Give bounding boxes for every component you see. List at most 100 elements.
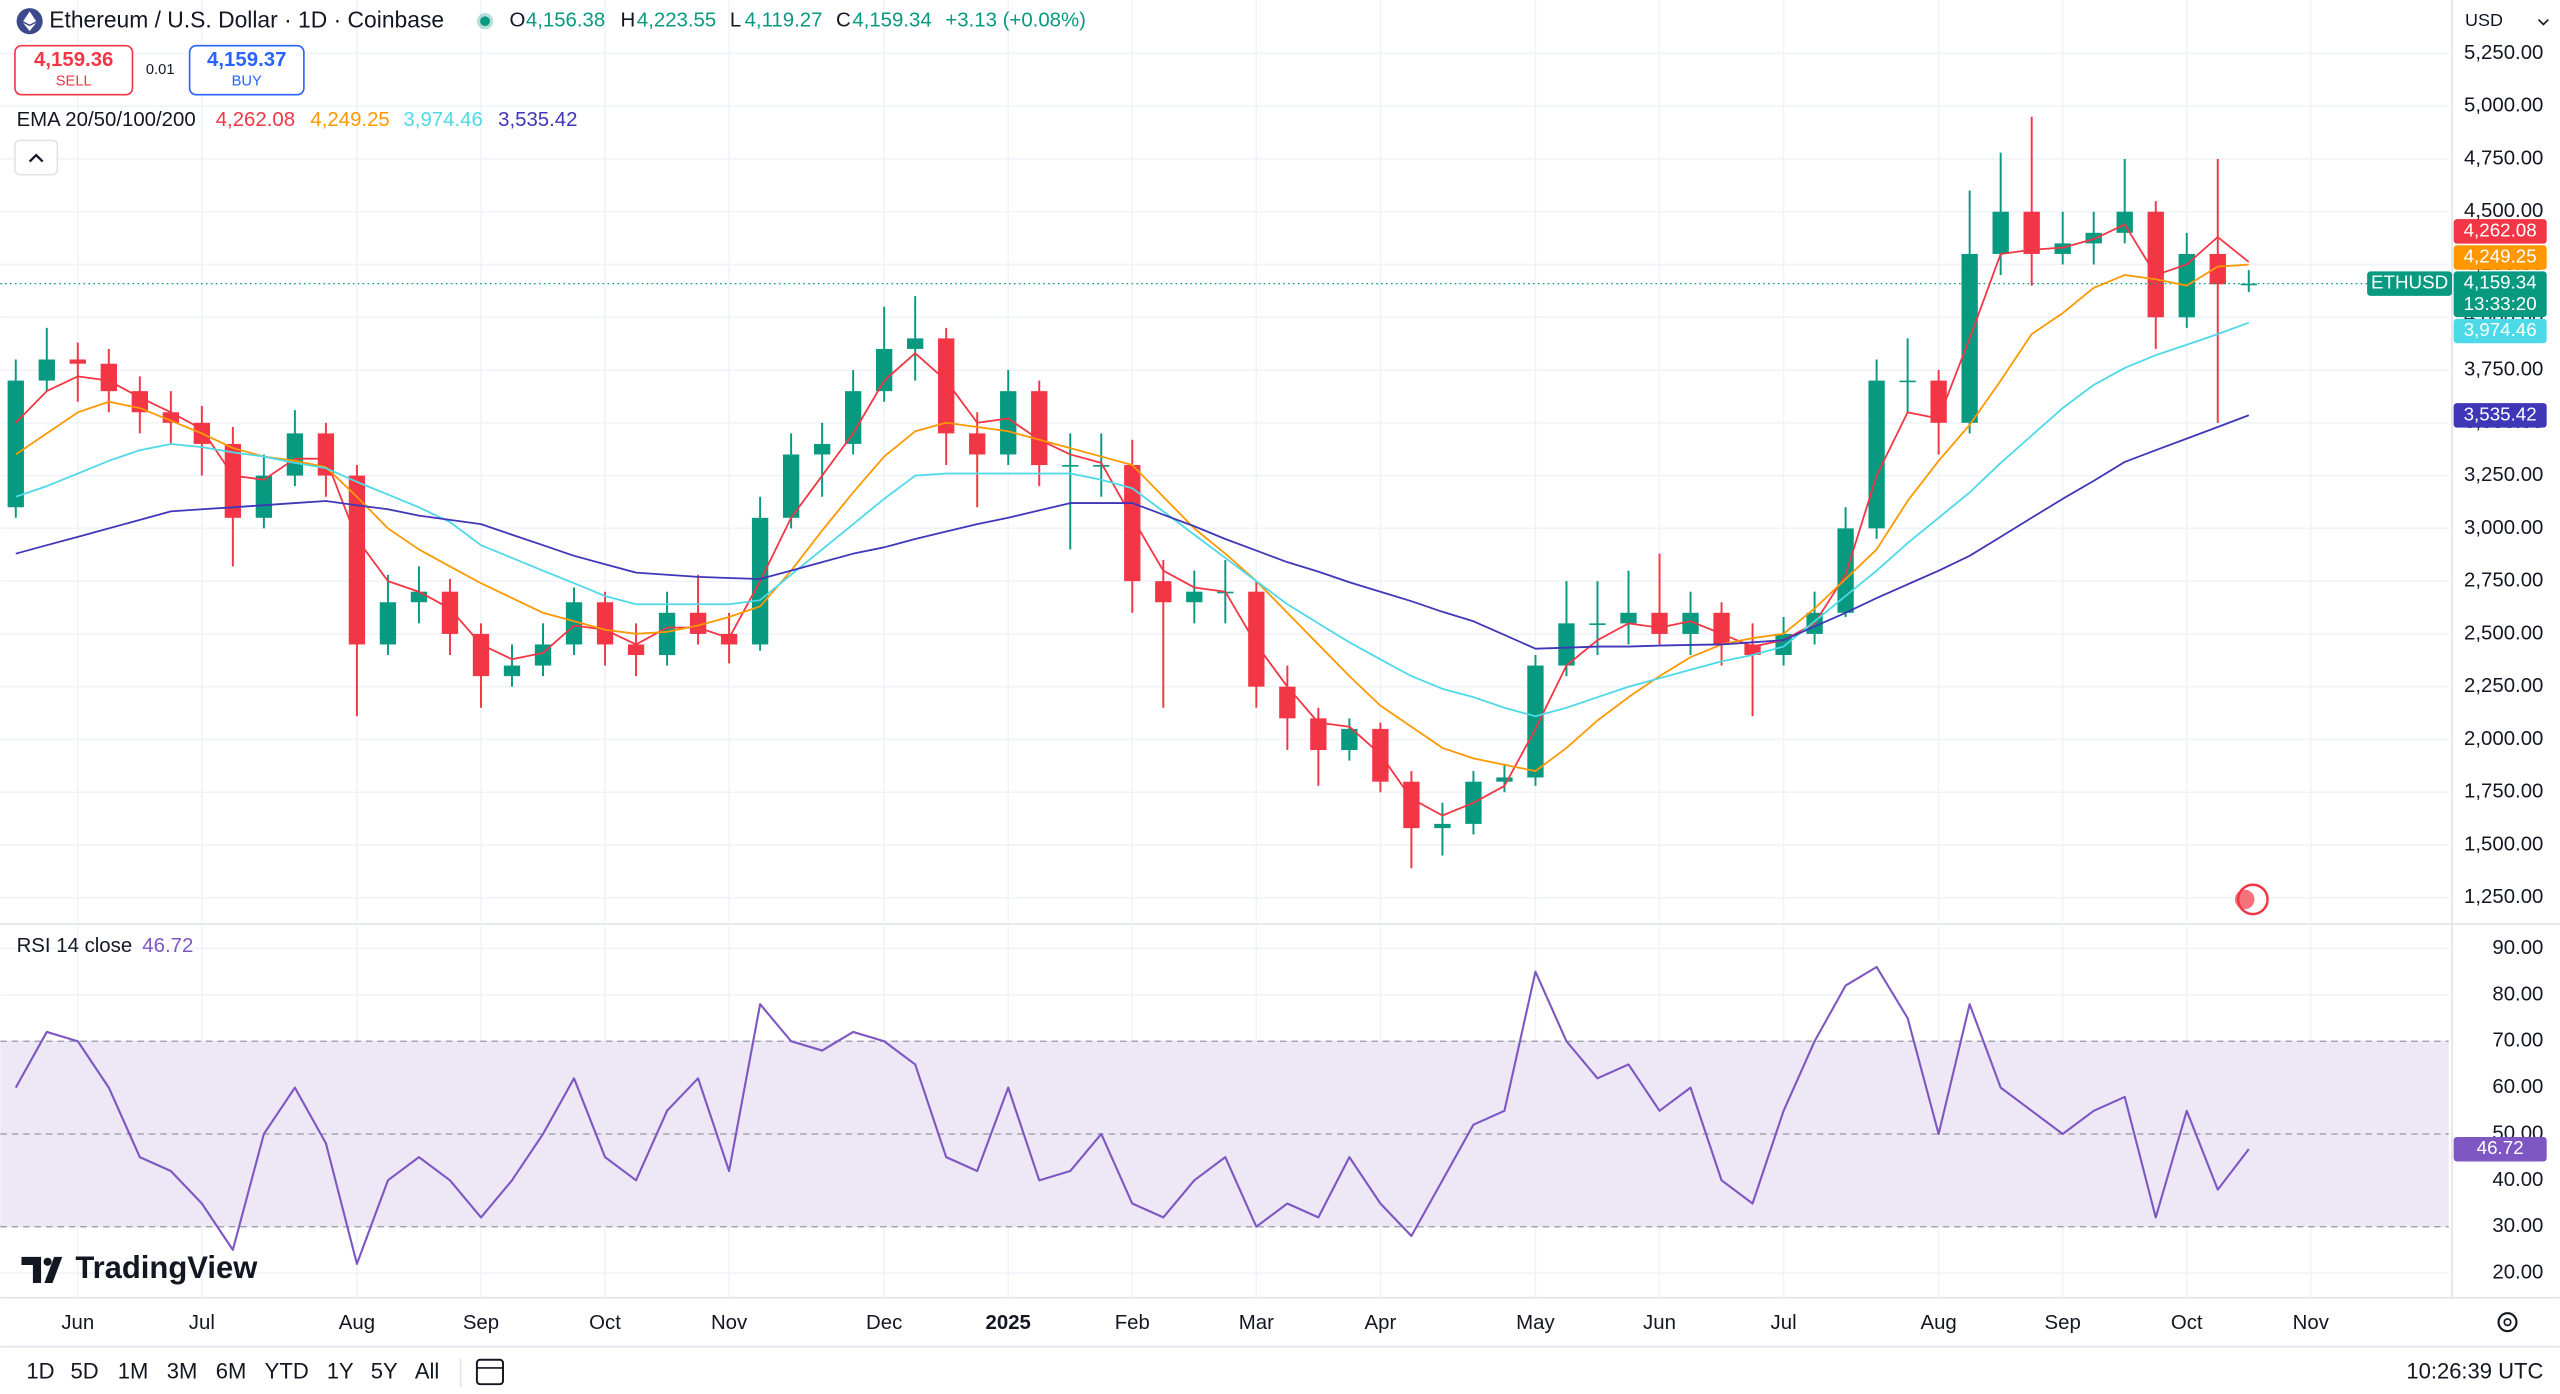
- y-tick-label: 4,500.00: [2464, 200, 2543, 222]
- candle-body: [1744, 644, 1761, 656]
- candle-body: [1434, 823, 1451, 829]
- background-layer: [0, 0, 2449, 1298]
- chevron-down: [2537, 19, 2549, 26]
- range-button[interactable]: 5D: [70, 1359, 98, 1384]
- candle-body: [317, 433, 335, 476]
- range-button[interactable]: 1D: [26, 1359, 54, 1384]
- candle-body: [2116, 211, 2133, 233]
- y-tick-label: 5,000.00: [2464, 95, 2543, 117]
- y-tick-label: 20.00: [2492, 1262, 2543, 1284]
- collapse-button[interactable]: [14, 139, 59, 176]
- candle-body: [2209, 253, 2226, 285]
- price-tag: [2453, 219, 2547, 244]
- chevron-up: [28, 153, 44, 163]
- candle-body: [1620, 612, 1637, 624]
- price-tag-text: 4,159.34: [2464, 272, 2537, 293]
- candle-body: [1186, 591, 1203, 603]
- candle-body: [1682, 612, 1699, 634]
- range-button[interactable]: YTD: [265, 1359, 309, 1384]
- candle-body: [2240, 283, 2257, 286]
- range-button[interactable]: 1M: [118, 1359, 149, 1384]
- range-button[interactable]: All: [415, 1359, 439, 1384]
- x-tick-label: Jun: [1643, 1312, 1676, 1334]
- ema-line: [15, 414, 2250, 650]
- candle-body: [1124, 465, 1141, 582]
- ohlc-value: 4,223.55: [637, 10, 716, 32]
- y-tick-label: 1,750.00: [2464, 781, 2543, 803]
- candle-body: [2054, 243, 2071, 254]
- candle-body: [1279, 686, 1296, 719]
- range-button[interactable]: 5Y: [371, 1359, 398, 1384]
- candle-body: [1713, 612, 1730, 645]
- candle-body: [907, 338, 924, 349]
- x-tick-label: Sep: [2045, 1312, 2081, 1334]
- buy-button[interactable]: [188, 44, 305, 96]
- price-tag: [2453, 245, 2547, 270]
- candle-body: [1589, 623, 1606, 625]
- logo-mark: [21, 1256, 63, 1284]
- candle-body: [1310, 718, 1327, 751]
- x-tick-label: Nov: [711, 1312, 748, 1334]
- candle-body: [1899, 380, 1916, 383]
- candle-body: [472, 633, 490, 677]
- ohlc-value: 4,159.34: [852, 10, 931, 32]
- candle-body: [658, 612, 676, 656]
- sell-price: 4,159.36: [34, 49, 113, 71]
- indicator-value: 4,249.25: [310, 109, 389, 131]
- market-status-dot: [480, 16, 490, 27]
- x-tick-label: Aug: [1920, 1312, 1956, 1334]
- candle-body: [38, 359, 55, 381]
- candle-body: [720, 633, 738, 645]
- change: +3.13 (+0.08%): [945, 10, 1086, 32]
- candle-body: [565, 602, 583, 645]
- range-button[interactable]: 1Y: [327, 1359, 354, 1384]
- symbol-title[interactable]: Ethereum / U.S. Dollar · 1D · Coinbase: [49, 6, 444, 32]
- candle-body: [1000, 391, 1017, 455]
- price-tag: [2453, 403, 2547, 428]
- candle-body: [1651, 612, 1668, 634]
- ohlc-label: H: [621, 10, 636, 32]
- settings-icon-core: [2503, 1318, 2512, 1327]
- candle-body: [627, 644, 645, 656]
- buy-price: 4,159.37: [207, 49, 286, 71]
- ohlc-value: 4,119.27: [745, 10, 823, 32]
- y-tick-label: 1,500.00: [2464, 833, 2543, 855]
- price-tag: [2453, 1136, 2547, 1162]
- price-tag-text: 3,535.42: [2464, 403, 2537, 424]
- currency[interactable]: USD: [2465, 10, 2503, 30]
- x-tick-label: Jul: [189, 1312, 215, 1334]
- price-tag-text: 4,249.25: [2464, 245, 2537, 266]
- x-tick-label: Apr: [1365, 1312, 1397, 1334]
- date-range-icon[interactable]: [475, 1358, 504, 1386]
- x-tick-label: Jul: [1771, 1312, 1797, 1334]
- ema-line: [15, 321, 2250, 718]
- ohlc-value: 4,156.38: [526, 10, 605, 32]
- candle-body: [2023, 211, 2040, 254]
- buy-label: BUY: [232, 73, 262, 89]
- indicator-title[interactable]: EMA 20/50/100/200: [17, 109, 196, 131]
- y-tick-label: 2,000.00: [2464, 728, 2543, 750]
- candle-body: [1341, 728, 1358, 751]
- ticker-tag-text: ETHUSD: [2371, 272, 2448, 293]
- y-tick-label: 3,750.00: [2464, 358, 2543, 380]
- countdown: 13:33:20: [2464, 293, 2537, 314]
- settings-icon[interactable]: [2497, 1312, 2518, 1333]
- x-tick-label: Jun: [61, 1312, 94, 1334]
- spread: 0.01: [146, 62, 175, 78]
- candle-body: [69, 359, 86, 364]
- y-tick-label: 70.00: [2492, 1030, 2543, 1052]
- candle-body: [162, 412, 180, 423]
- x-tick-label: Feb: [1115, 1312, 1150, 1334]
- candle-body: [876, 348, 893, 392]
- indicator-value: 4,262.08: [216, 109, 295, 131]
- ohlc-label: C: [836, 10, 851, 32]
- sell-button[interactable]: [14, 44, 134, 96]
- y-tick-label: 3,250.00: [2464, 464, 2543, 486]
- y-tick-label: 40.00: [2492, 1169, 2543, 1191]
- ema-line: [15, 263, 2249, 773]
- range-button[interactable]: 3M: [167, 1359, 198, 1384]
- candle-body: [1868, 380, 1885, 529]
- watermark: TradingView: [75, 1250, 258, 1285]
- y-tick-label: 4,750.00: [2464, 147, 2543, 169]
- range-button[interactable]: 6M: [216, 1359, 247, 1384]
